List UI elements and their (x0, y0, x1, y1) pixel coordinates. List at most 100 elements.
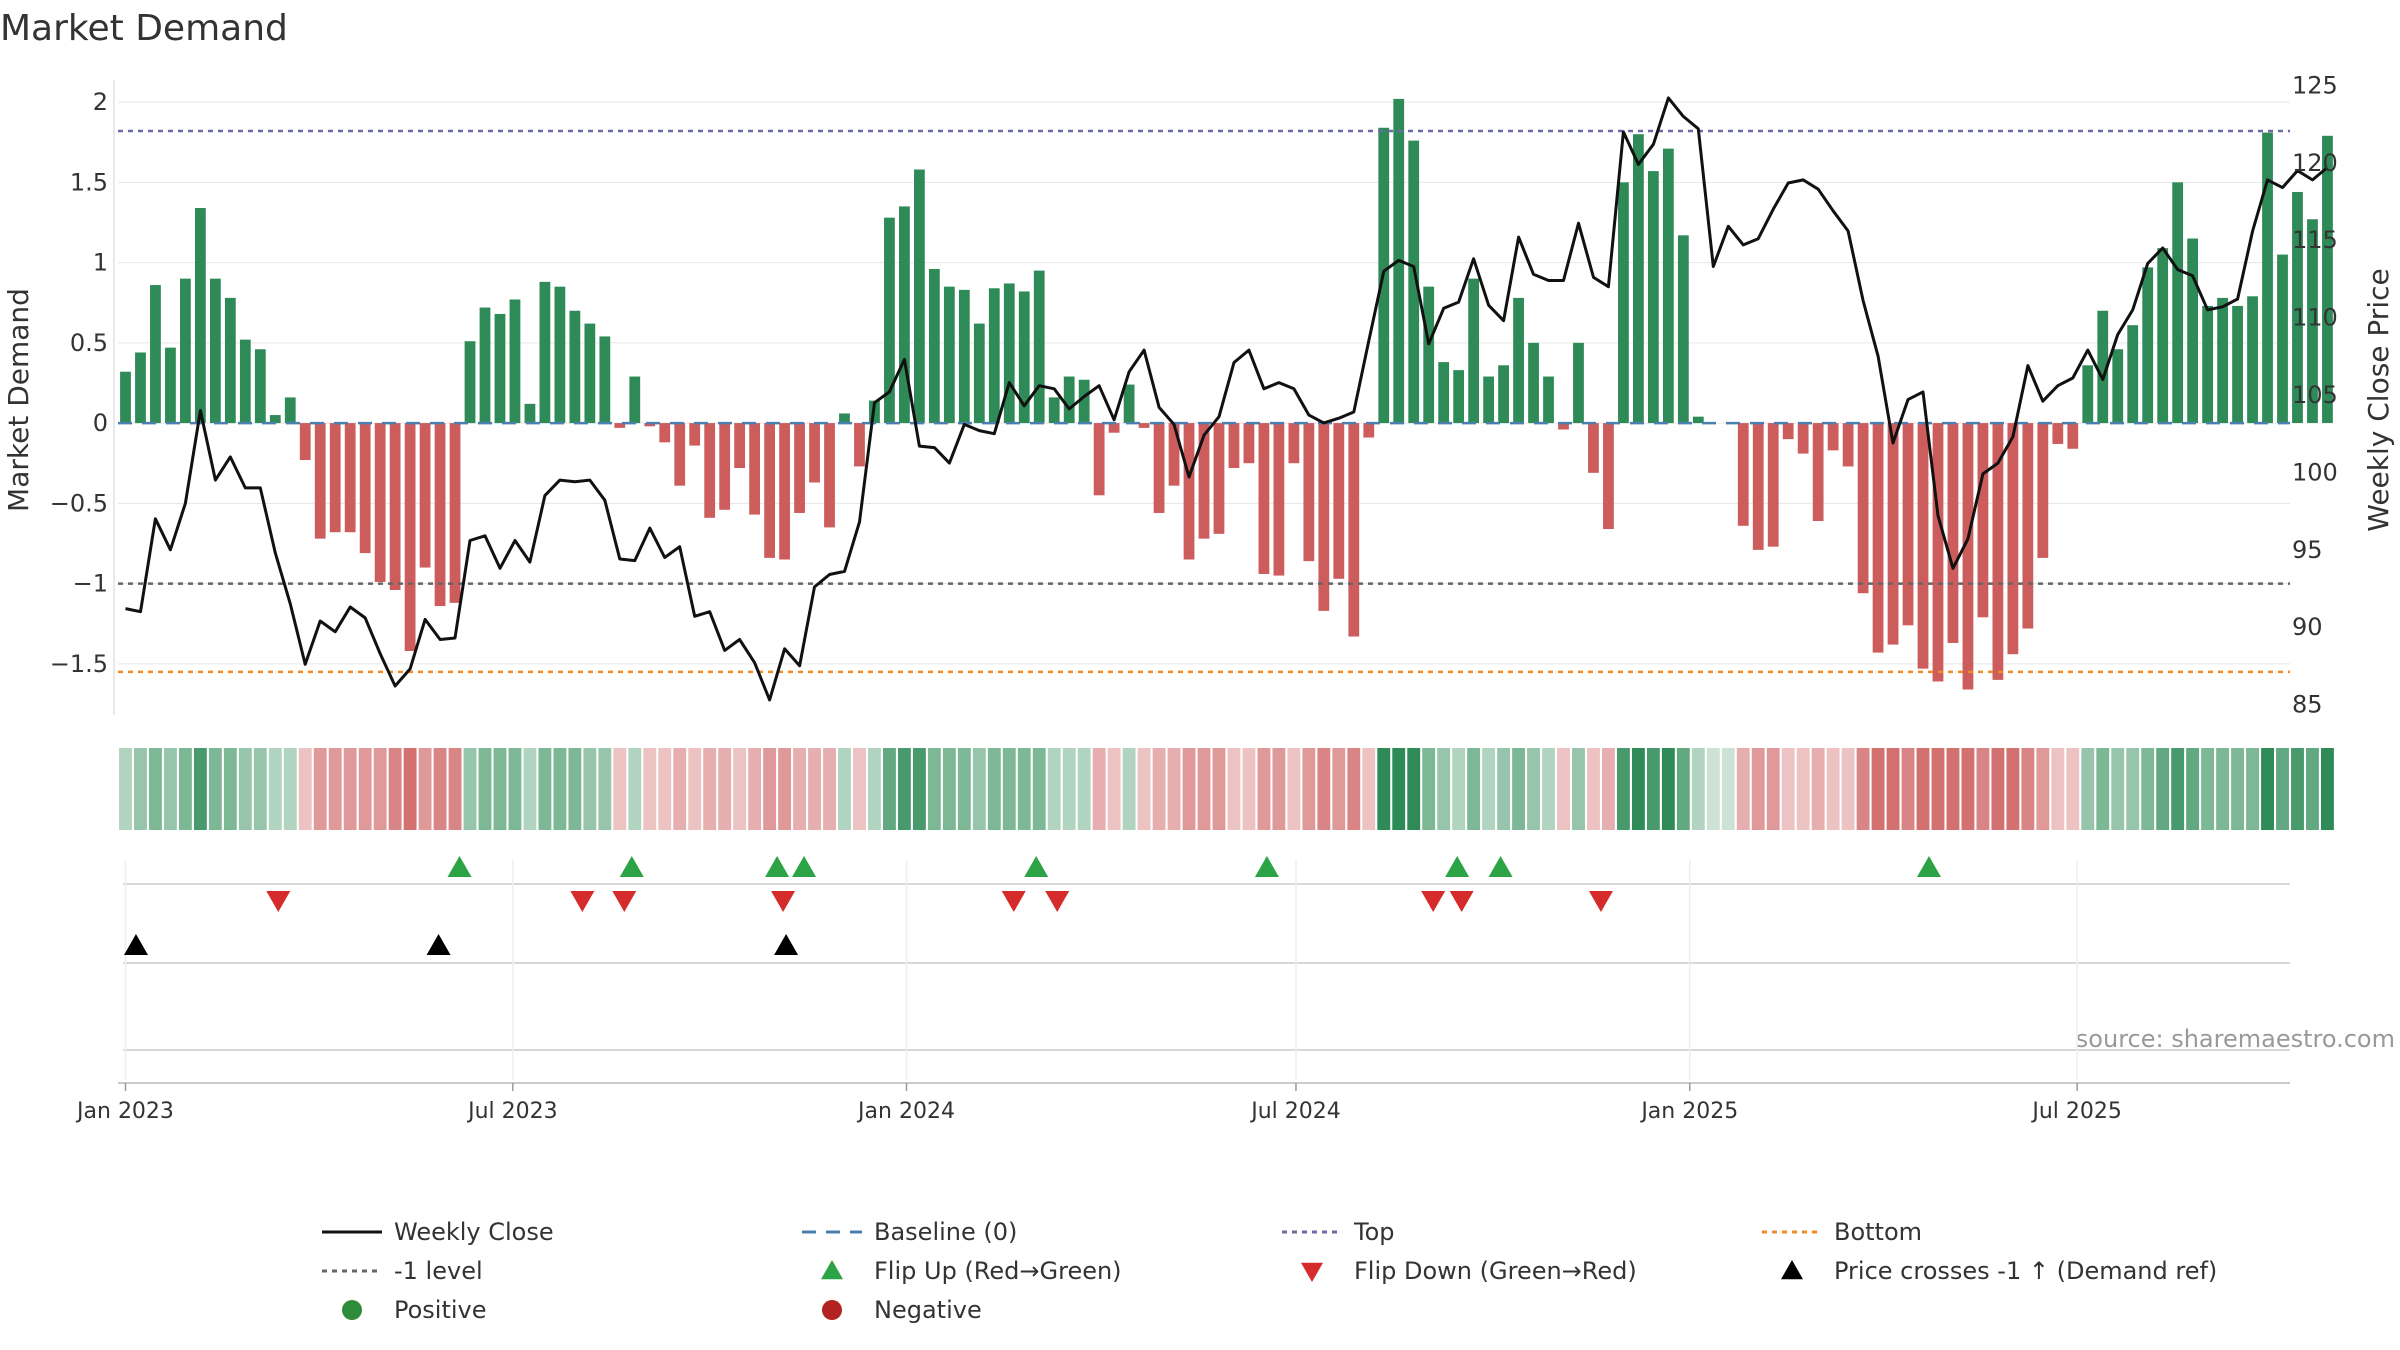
positive-bar (165, 347, 176, 424)
strip-cell (1766, 748, 1780, 830)
y2-tick-label: 115 (2292, 226, 2338, 254)
strip-cell (1167, 748, 1181, 830)
strip-cell (493, 748, 507, 830)
negative-bar (1767, 423, 1779, 547)
positive-bar (224, 297, 236, 424)
negative-bar (314, 423, 326, 539)
positive-bar (2217, 297, 2228, 424)
positive-bar (1468, 278, 1480, 424)
strip-cell (1676, 748, 1690, 830)
strip-cell (853, 748, 866, 830)
legend-item: Top (1282, 1218, 1395, 1246)
strip-cell (1976, 748, 1990, 830)
strip-cell (2216, 748, 2230, 830)
strip-cell (149, 748, 162, 830)
flip-up-marker (1488, 856, 1513, 877)
positive-bar (973, 323, 985, 424)
negative-bar (1932, 423, 1944, 682)
negative-bar (359, 423, 371, 554)
strip-cell (1362, 748, 1376, 830)
flip-up-marker (1254, 856, 1279, 877)
flip-up-marker (1024, 856, 1049, 877)
negative-bar (719, 423, 731, 510)
positive-bar (1677, 235, 1689, 424)
negative-bar (1603, 423, 1614, 530)
negative-bar (434, 423, 446, 607)
positive-bar (1438, 362, 1450, 424)
legend-swatch-tri-up (821, 1260, 843, 1280)
strip-cell (1706, 748, 1720, 830)
strip-cell (1661, 748, 1675, 830)
positive-bar (629, 376, 641, 424)
strip-cell (1392, 748, 1406, 830)
positive-bar (2322, 135, 2333, 424)
negative-bar (809, 423, 820, 483)
positive-bar (2172, 182, 2184, 424)
strip-cell (972, 748, 986, 830)
negative-bar (764, 423, 775, 558)
positive-bar (2127, 325, 2139, 424)
positive-bar (2097, 310, 2109, 424)
strip-cell (223, 748, 237, 830)
strip-cell (298, 748, 312, 830)
legend-swatch-tri-down (1301, 1262, 1323, 1282)
negative-bar (794, 423, 805, 513)
negative-bar (1243, 423, 1255, 464)
negative-bar (1902, 423, 1914, 626)
strip-cell (1886, 748, 1900, 830)
positive-bar (120, 371, 131, 424)
strip-cell (1077, 748, 1091, 830)
strip-cell (823, 748, 836, 830)
positive-bar (2232, 305, 2243, 424)
strip-cell (1616, 748, 1630, 830)
strip-cell (1856, 748, 1870, 830)
strip-cell (748, 748, 762, 830)
negative-bar (1782, 423, 1794, 440)
negative-bar (1138, 423, 1150, 428)
strip-cell (2006, 748, 2020, 830)
strip-cell (433, 748, 447, 830)
legend-label: Top (1353, 1218, 1395, 1246)
positive-bar (1048, 397, 1060, 424)
y2-tick-label: 120 (2292, 149, 2338, 177)
strip-cell (1691, 748, 1705, 830)
negative-bar (1303, 423, 1315, 562)
strip-cell (1197, 748, 1211, 830)
negative-bar (1348, 423, 1360, 637)
negative-bar (2037, 423, 2049, 558)
positive-bar (599, 336, 611, 424)
positive-bar (479, 307, 491, 424)
strip-cell (1542, 748, 1555, 830)
strip-cell (1991, 748, 2005, 830)
strip-cell (2306, 748, 2319, 830)
negative-bar (1588, 423, 1599, 473)
strip-cell (987, 748, 1001, 830)
positive-bar (958, 289, 970, 424)
positive-bar (554, 286, 566, 424)
y2-tick-label: 100 (2292, 458, 2338, 486)
price-line-layer (125, 96, 2329, 702)
negative-bar (374, 423, 386, 582)
positive-bar (1647, 171, 1659, 424)
strip-cell (882, 748, 896, 830)
positive-bar (2307, 219, 2318, 424)
legend-label: Price crosses -1 ↑ (Demand ref) (1834, 1257, 2217, 1285)
strip-cell (1137, 748, 1151, 830)
strip-cell (1467, 748, 1481, 830)
positive-bar (539, 281, 551, 424)
negative-bar (1977, 423, 1989, 618)
negative-bar (1842, 423, 1854, 467)
positive-bar (928, 269, 940, 424)
strip-cell (1736, 748, 1750, 830)
strip-cell (268, 748, 282, 830)
positive-bar (1018, 291, 1030, 424)
strip-cell (2081, 748, 2095, 830)
strip-cell (1961, 748, 1975, 830)
positive-bar (194, 208, 206, 424)
strip-cell (1422, 748, 1436, 830)
strip-cell (912, 748, 926, 830)
strip-cell (1826, 748, 1840, 830)
negative-bar (779, 423, 790, 560)
